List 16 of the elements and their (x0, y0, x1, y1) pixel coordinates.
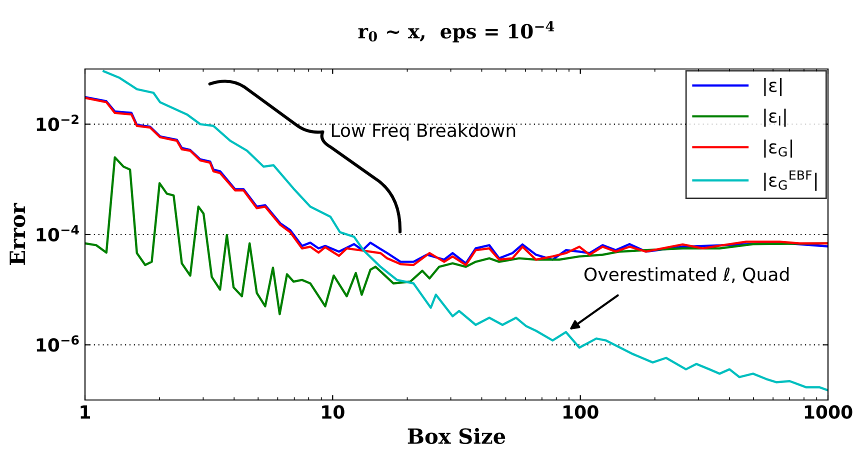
x-tick-label: 10 (322, 405, 344, 419)
x-tick-label: 1 (80, 405, 90, 419)
x-tick-label: 100 (564, 405, 598, 419)
y-axis-title: Error (10, 202, 26, 265)
y-tick-label: 10$^{−4}$ (36, 225, 79, 242)
legend-label: |ε| (764, 78, 782, 96)
chart-title: r$_{0}$ ~ x, eps = 10$^{−4}$ (358, 21, 554, 42)
y-tick-label: 10$^{−2}$ (36, 114, 78, 132)
x-axis-title: Box Size (408, 428, 506, 444)
x-tick-label: 1000 (804, 405, 852, 419)
annotation: Low Freq Breakdown (332, 123, 516, 141)
legend-label: |ε$_{G}$$^{EBF}$| (764, 170, 817, 191)
legend-label: |ε$_{G}$| (764, 140, 792, 158)
y-tick-label: 10$^{−6}$ (36, 335, 79, 352)
legend-label: |ε$_{l}$| (764, 108, 786, 127)
annotation: Overestimated ℓ, Quad (584, 267, 789, 284)
